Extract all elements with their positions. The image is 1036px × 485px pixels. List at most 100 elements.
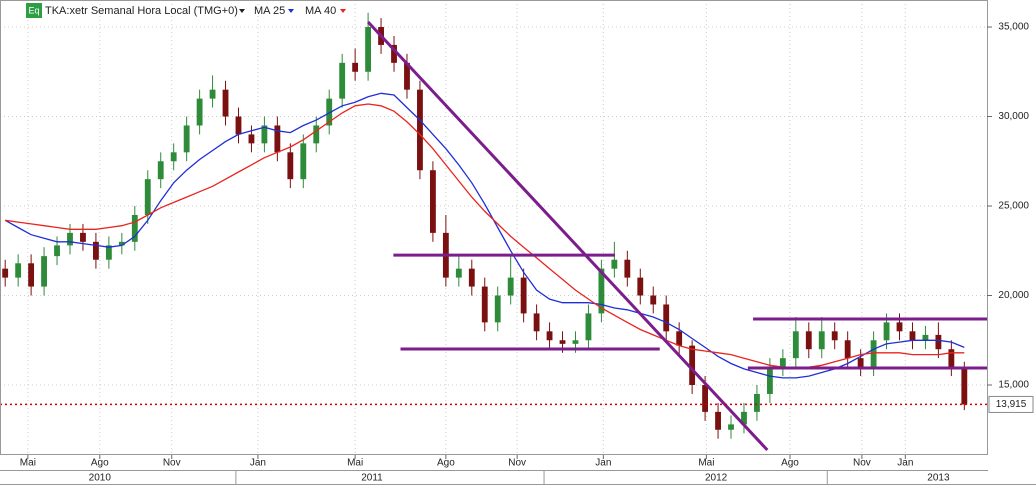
- candle-body: [702, 385, 709, 412]
- chart-title[interactable]: TKA:xetr Semanal Hora Local (TMG+0): [45, 5, 238, 17]
- candle-body: [585, 313, 592, 341]
- candle-body: [468, 268, 475, 287]
- icon-label: Eq: [28, 5, 39, 15]
- candle-body: [235, 116, 242, 135]
- candle-body: [805, 331, 812, 350]
- candle-body: [896, 322, 903, 332]
- candle-body: [494, 295, 501, 323]
- candle-body: [754, 393, 760, 412]
- candle-body: [948, 349, 955, 368]
- y-tick-label: 20,000: [998, 290, 1029, 301]
- header: Eq TKA:xetr Semanal Hora Local (TMG+0) M…: [26, 3, 346, 18]
- candle-body: [248, 134, 255, 144]
- x-tick-label: Nov: [508, 458, 526, 469]
- candle-body: [559, 340, 566, 344]
- y-tick-label: 30,000: [998, 111, 1029, 122]
- candle-body: [170, 152, 177, 162]
- dropdown-arrow[interactable]: [288, 9, 294, 13]
- candle-body: [546, 331, 553, 341]
- candle-body: [339, 62, 346, 99]
- candle-body: [663, 304, 670, 332]
- trend-line: [367, 20, 769, 452]
- dropdown-arrow[interactable]: [239, 9, 245, 13]
- candle-body: [689, 345, 696, 386]
- candle-body: [261, 125, 268, 144]
- candle-body: [922, 334, 929, 341]
- candle-body: [391, 44, 397, 63]
- candle-body: [144, 179, 151, 215]
- year-label: 2010: [89, 473, 112, 484]
- candle-body: [935, 334, 942, 350]
- x-tick-label: Jan: [595, 458, 611, 469]
- candle-body: [300, 143, 307, 180]
- legend-entry[interactable]: MA 25: [254, 5, 285, 17]
- y-tick-label: 35,000: [998, 22, 1029, 33]
- candle-body: [313, 125, 320, 144]
- candle-body: [2, 268, 9, 278]
- candle-body: [15, 263, 22, 278]
- candle-body: [105, 245, 112, 260]
- x-tick-label: Nov: [853, 458, 871, 469]
- moving-average-line: [4, 92, 965, 379]
- candle-body: [209, 89, 216, 99]
- candle-body: [41, 256, 47, 287]
- candle-body: [222, 89, 229, 117]
- candle-body: [650, 295, 657, 305]
- candle-body: [792, 331, 799, 359]
- candle-body: [481, 286, 488, 323]
- candle-body: [28, 263, 35, 287]
- candle-body: [818, 331, 825, 350]
- candle-body: [274, 125, 281, 153]
- candle-body: [455, 268, 462, 278]
- candle-body: [572, 340, 579, 344]
- candle-body: [507, 277, 514, 296]
- candle-body: [637, 277, 644, 296]
- dropdown-arrow[interactable]: [340, 9, 346, 13]
- year-label: 2011: [361, 473, 383, 484]
- icon: [26, 3, 42, 18]
- x-tick-label: Jan: [250, 458, 266, 469]
- candle-body: [157, 161, 164, 180]
- plot-frame: [0, 0, 988, 455]
- x-tick-label: Mai: [347, 458, 363, 469]
- candle-body: [131, 214, 138, 242]
- candle-body: [404, 62, 410, 90]
- candle-body: [80, 232, 86, 242]
- candle-body: [831, 331, 838, 341]
- candle-body: [196, 98, 203, 126]
- candle-body: [54, 245, 60, 257]
- last-price-box: [988, 395, 1034, 413]
- x-tick-label: Ago: [781, 458, 799, 469]
- candle-body: [533, 313, 540, 332]
- candle-body: [844, 340, 851, 359]
- y-tick-label: 15,000: [998, 380, 1029, 391]
- year-label: 2013: [927, 473, 950, 484]
- candle-body: [520, 277, 527, 314]
- candle-body: [961, 367, 968, 405]
- candle-body: [676, 331, 683, 346]
- candle-body: [624, 259, 631, 278]
- candle-body: [417, 89, 423, 171]
- candle-body: [92, 241, 99, 260]
- candle-body: [183, 125, 190, 153]
- candle-body: [352, 62, 359, 72]
- x-tick-label: Ago: [437, 458, 455, 469]
- candle-body: [857, 358, 864, 368]
- candle-body: [118, 241, 125, 246]
- y-tick-label: 25,000: [998, 201, 1029, 212]
- candle-body: [326, 98, 333, 126]
- candle-body: [67, 232, 73, 246]
- candle-body: [909, 331, 916, 341]
- x-tick-label: Nov: [163, 458, 181, 469]
- x-tick-label: Mai: [698, 458, 714, 469]
- candle-body: [883, 322, 890, 341]
- candle-body: [287, 152, 294, 180]
- candle-body: [728, 424, 734, 430]
- candle-body: [429, 170, 436, 233]
- x-tick-label: Ago: [91, 458, 109, 469]
- candle-body: [779, 358, 786, 368]
- x-tick-label: Jan: [897, 458, 913, 469]
- year-label: 2012: [705, 473, 728, 484]
- legend-entry[interactable]: MA 40: [305, 5, 336, 17]
